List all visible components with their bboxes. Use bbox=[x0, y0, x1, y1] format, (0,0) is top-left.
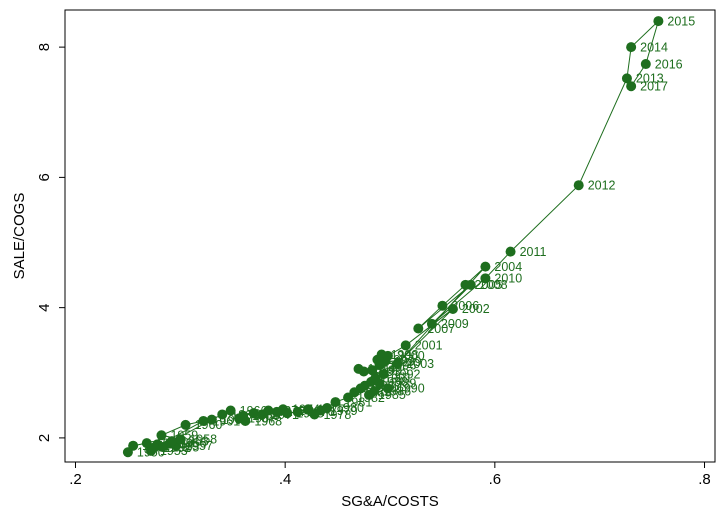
point bbox=[400, 340, 411, 351]
point bbox=[175, 434, 186, 445]
point bbox=[392, 358, 403, 369]
point-label: 1959 bbox=[170, 429, 198, 443]
point bbox=[128, 440, 139, 451]
point-label: 1992 bbox=[393, 367, 421, 381]
point bbox=[141, 438, 152, 449]
point bbox=[437, 300, 448, 311]
point-label: 2012 bbox=[588, 178, 616, 192]
point bbox=[217, 409, 228, 420]
point-label: 1957 bbox=[185, 439, 213, 453]
point bbox=[198, 415, 209, 426]
point-label: 1958 bbox=[189, 433, 217, 447]
point bbox=[480, 261, 491, 272]
y-tick-label: 2 bbox=[36, 434, 53, 442]
point bbox=[626, 81, 637, 92]
point bbox=[180, 419, 191, 430]
point bbox=[370, 372, 381, 383]
point bbox=[238, 410, 249, 421]
point-label: 2003 bbox=[406, 357, 434, 371]
x-tick-label: .6 bbox=[489, 471, 502, 488]
point-label: 2005 bbox=[474, 278, 502, 292]
point bbox=[640, 59, 651, 70]
point bbox=[322, 402, 333, 413]
point bbox=[369, 386, 380, 397]
point-label: 2009 bbox=[441, 317, 469, 331]
point-label: 2016 bbox=[655, 57, 683, 71]
point bbox=[282, 408, 293, 419]
point bbox=[505, 246, 516, 257]
point-label: 1995 bbox=[381, 363, 409, 377]
point bbox=[480, 273, 491, 284]
y-tick-label: 6 bbox=[36, 173, 53, 181]
point bbox=[653, 16, 664, 27]
point bbox=[330, 397, 341, 408]
point-label: 2013 bbox=[636, 72, 664, 86]
point-label: 1956 bbox=[179, 436, 207, 450]
x-axis-title: SG&A/COSTS bbox=[341, 493, 439, 510]
point-label: 2015 bbox=[667, 14, 695, 28]
point bbox=[353, 363, 364, 374]
point bbox=[263, 405, 274, 416]
point bbox=[573, 180, 584, 191]
point-label: 2004 bbox=[494, 260, 522, 274]
point bbox=[465, 279, 476, 290]
point bbox=[426, 318, 437, 329]
x-tick-label: .4 bbox=[279, 471, 292, 488]
point-label: 1979 bbox=[330, 404, 358, 418]
point-label: 2014 bbox=[640, 40, 668, 54]
point bbox=[378, 369, 389, 380]
x-tick-label: .2 bbox=[69, 471, 82, 488]
point bbox=[382, 383, 393, 394]
point-label: 2000 bbox=[397, 349, 425, 363]
point-label: 1998 bbox=[391, 348, 419, 362]
point-label: 1980 bbox=[336, 401, 364, 415]
x-tick-label: .8 bbox=[698, 471, 711, 488]
point bbox=[626, 42, 637, 53]
point bbox=[447, 303, 458, 314]
point bbox=[413, 323, 424, 334]
point-label: 1989 bbox=[389, 376, 417, 390]
y-axis-title: SALE/COGS bbox=[11, 193, 28, 280]
y-tick-label: 4 bbox=[36, 303, 53, 311]
point-label: 1963 bbox=[181, 434, 209, 448]
point-label: 1991 bbox=[384, 371, 412, 385]
point-label: 1990 bbox=[397, 382, 425, 396]
point bbox=[149, 442, 160, 453]
point bbox=[206, 414, 217, 425]
point bbox=[382, 350, 393, 361]
point-label: 2002 bbox=[462, 302, 490, 316]
point bbox=[156, 430, 167, 441]
point-label: 2017 bbox=[640, 79, 668, 93]
point bbox=[225, 405, 236, 416]
point bbox=[292, 406, 303, 417]
point bbox=[157, 442, 168, 453]
point-label: 2010 bbox=[494, 272, 522, 286]
y-tick-label: 8 bbox=[36, 43, 53, 51]
point-label: 2001 bbox=[415, 339, 443, 353]
point-label: 2011 bbox=[520, 245, 547, 259]
point bbox=[166, 436, 177, 447]
point bbox=[621, 73, 632, 84]
point bbox=[248, 408, 259, 419]
point-label: 2006 bbox=[451, 299, 479, 313]
point bbox=[367, 365, 378, 376]
